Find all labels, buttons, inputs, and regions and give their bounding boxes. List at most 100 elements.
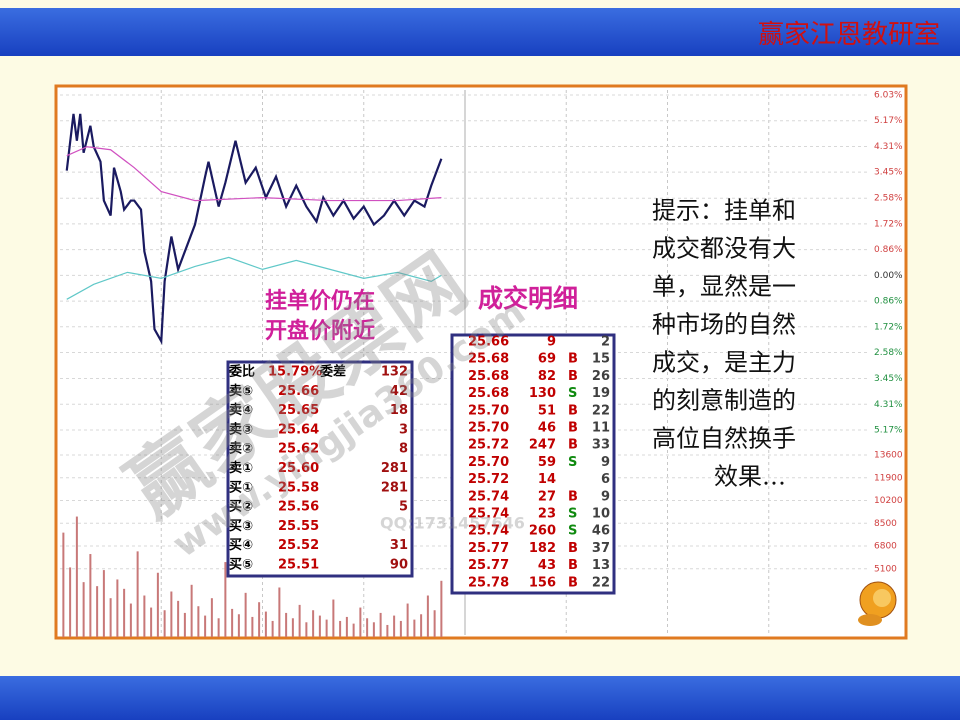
y-tick-label: 5.17% xyxy=(874,426,903,436)
order-book-cell: 42 xyxy=(390,384,408,399)
top-bar xyxy=(0,8,960,56)
y-tick-label: 0.86% xyxy=(874,245,903,255)
y2-tick-label: 8500 xyxy=(874,519,897,529)
trade-cell: B xyxy=(568,558,578,573)
y-tick-label: 3.45% xyxy=(874,374,903,384)
trade-cell: 9 xyxy=(601,489,610,504)
y-tick-label: 1.72% xyxy=(874,322,903,332)
trade-cell: B xyxy=(568,352,578,367)
volume-bar xyxy=(379,612,382,637)
trade-cell: 130 xyxy=(529,386,556,401)
tip-line: 高位自然换手 xyxy=(652,425,796,453)
trade-cell: 14 xyxy=(538,472,556,487)
trade-cell: 25.74 xyxy=(468,524,509,539)
tip-line: 的刻意制造的 xyxy=(652,387,796,415)
order-book-cell: 281 xyxy=(381,480,408,495)
trade-cell: 46 xyxy=(538,421,556,436)
trade-cell: 25.74 xyxy=(468,507,509,522)
trade-cell: 11 xyxy=(592,421,610,436)
trade-cell: 27 xyxy=(538,489,556,504)
order-book-title: 开盘价附近 xyxy=(265,318,375,344)
order-book-cell: 25.52 xyxy=(278,538,319,553)
trade-cell: 25.68 xyxy=(468,386,509,401)
volume-bar xyxy=(136,551,139,637)
order-book-cell: 25.60 xyxy=(278,461,319,476)
y-tick-label: 6.03% xyxy=(874,91,903,101)
tip-line: 成交，是主力 xyxy=(652,349,796,377)
trade-cell: 19 xyxy=(592,386,610,401)
trade-cell: 25.70 xyxy=(468,421,509,436)
volume-bar xyxy=(318,615,321,637)
order-book-cell: 90 xyxy=(390,558,408,573)
volume-bar xyxy=(386,624,389,637)
y-tick-label: 0.86% xyxy=(874,297,903,307)
trade-cell: 25.72 xyxy=(468,472,509,487)
volume-bar xyxy=(244,592,247,637)
volume-bar xyxy=(359,607,362,637)
y-tick-label: 2.58% xyxy=(874,348,903,358)
volume-bar xyxy=(237,614,240,637)
trade-cell: 25.70 xyxy=(468,403,509,418)
trade-cell: 59 xyxy=(538,455,556,470)
y-tick-label: 4.31% xyxy=(874,142,903,152)
trade-cell: 43 xyxy=(538,558,556,573)
header-title: 赢家江恩教研室 xyxy=(758,20,940,50)
order-book-cell: 买④ xyxy=(229,538,253,553)
volume-bar xyxy=(102,570,105,637)
volume-bar xyxy=(177,600,180,637)
volume-bar xyxy=(183,612,186,637)
volume-bar xyxy=(82,582,85,637)
volume-bar xyxy=(143,595,146,637)
trade-cell: B xyxy=(568,403,578,418)
mascot xyxy=(858,581,897,626)
trade-cell: 33 xyxy=(592,438,610,453)
volume-bar xyxy=(305,622,308,637)
volume-bar xyxy=(69,567,72,637)
volume-bar xyxy=(156,572,159,637)
y2-tick-label: 5100 xyxy=(874,564,897,574)
volume-bar xyxy=(285,612,288,637)
volume-bar xyxy=(271,620,274,637)
trade-cell: B xyxy=(568,369,578,384)
trade-cell: S xyxy=(568,455,577,470)
volume-bar xyxy=(62,532,65,637)
volume-bar xyxy=(96,586,99,637)
trade-cell: 25.70 xyxy=(468,455,509,470)
trade-cell: 69 xyxy=(538,352,556,367)
volume-bar xyxy=(413,619,416,637)
volume-bar xyxy=(372,622,375,637)
trade-cell: 22 xyxy=(592,575,610,590)
order-book-cell: 25.66 xyxy=(278,384,319,399)
tip-line: 种市场的自然 xyxy=(652,311,796,339)
price-line xyxy=(65,113,443,345)
trade-cell: 26 xyxy=(592,369,610,384)
trade-cell: 51 xyxy=(538,403,556,418)
volume-bar xyxy=(298,604,301,637)
trade-cell: S xyxy=(568,507,577,522)
y2-tick-label: 13600 xyxy=(874,451,903,461)
trade-cell: B xyxy=(568,421,578,436)
trade-cell: 15 xyxy=(592,352,610,367)
trade-cell: S xyxy=(568,524,577,539)
volume-bar xyxy=(129,603,132,637)
y2-tick-label: 10200 xyxy=(874,496,903,506)
order-book-cell: 卖① xyxy=(229,460,253,476)
y-tick-label: 3.45% xyxy=(874,168,903,178)
trade-cell: B xyxy=(568,438,578,453)
volume-bar xyxy=(264,611,267,637)
trade-cell: 25.72 xyxy=(468,438,509,453)
order-book-cell: 31 xyxy=(390,538,408,553)
y-tick-label: 0.00% xyxy=(874,271,903,281)
trade-cell: 9 xyxy=(601,455,610,470)
order-book-cell: 281 xyxy=(381,461,408,476)
y2-tick-label: 6800 xyxy=(874,542,897,552)
volume-bar xyxy=(325,619,328,637)
order-book-cell: 卖⑤ xyxy=(229,383,253,399)
volume-bar xyxy=(345,616,348,637)
trade-cell: 37 xyxy=(592,541,610,556)
price-line xyxy=(66,146,442,202)
bottom-bar xyxy=(0,676,960,720)
trade-cell: 25.77 xyxy=(468,558,509,573)
volume-bar xyxy=(123,588,126,637)
tip-line: 成交都没有大 xyxy=(652,235,796,263)
